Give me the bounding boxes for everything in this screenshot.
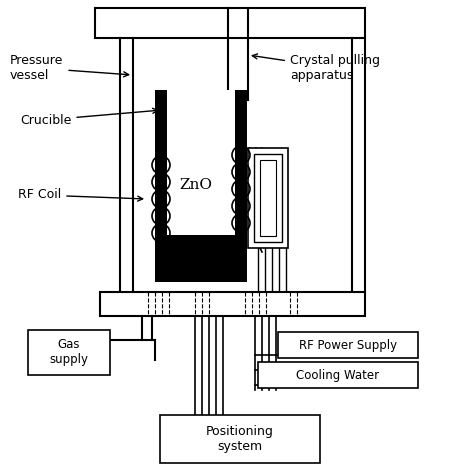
Bar [28, 330, 110, 375]
Text: Cooling Water: Cooling Water [296, 368, 380, 382]
Bar [248, 148, 288, 248]
Bar [260, 160, 276, 236]
Text: RF Power Supply: RF Power Supply [299, 338, 397, 352]
Bar [95, 8, 365, 38]
Text: Pressure
vessel: Pressure vessel [10, 54, 128, 82]
Text: Gas
supply: Gas supply [49, 338, 89, 366]
Text: Crucible: Crucible [20, 108, 158, 127]
Bar [155, 90, 167, 270]
Text: Positioning
system: Positioning system [206, 425, 274, 453]
Text: RF Coil: RF Coil [18, 189, 143, 201]
Bar [278, 332, 418, 358]
Bar [167, 235, 235, 270]
Bar [155, 270, 247, 282]
Bar [235, 90, 247, 270]
Text: Crystal pulling
apparatus: Crystal pulling apparatus [252, 54, 380, 82]
Bar [254, 154, 282, 242]
Bar [258, 362, 418, 388]
Text: ZnO: ZnO [180, 178, 212, 192]
Bar [167, 90, 235, 270]
Bar [100, 292, 365, 316]
Bar [160, 415, 320, 463]
